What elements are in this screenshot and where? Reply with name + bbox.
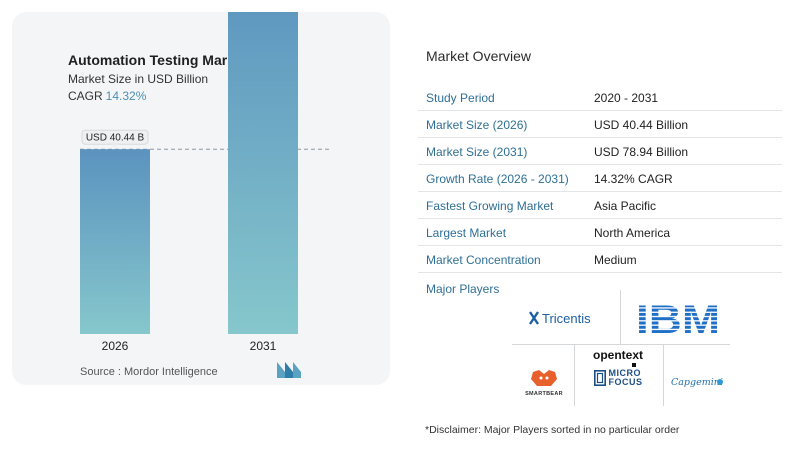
bar-2031 — [228, 12, 298, 334]
data-label: USD 40.44 B — [86, 133, 145, 144]
overview-row: Growth Rate (2026 - 2031) 14.32% CAGR — [418, 165, 782, 192]
capgemini-logo: Capgemini — [671, 374, 725, 393]
cagr-value: 14.32% — [105, 89, 147, 103]
opentext-logo-text: opentext — [592, 348, 643, 362]
smartbear-logo: SMARTBEAR — [523, 370, 565, 397]
overview-row: Fastest Growing Market Asia Pacific — [418, 192, 782, 219]
players-divider — [512, 344, 730, 345]
chart-cagr: CAGR 14.32% — [68, 89, 146, 103]
bar-2026 — [80, 149, 150, 334]
cagr-label: CAGR — [68, 89, 103, 103]
overview-row-label: Market Size (2026) — [426, 118, 528, 132]
overview-row-value: North America — [594, 226, 671, 240]
opentext-microfocus-logo: opentext MICRO FOCUS — [588, 348, 648, 387]
tricentis-logo-text: Tricentis — [542, 311, 591, 326]
tricentis-logo: Tricentis — [528, 309, 602, 332]
players-title: Major Players — [426, 282, 500, 296]
overview-row-value: Asia Pacific — [594, 199, 657, 213]
data-label-pointer — [111, 144, 119, 149]
overview-row-label: Growth Rate (2026 - 2031) — [426, 172, 569, 186]
chart-card — [12, 12, 390, 385]
overview-row-value: Medium — [594, 253, 637, 267]
microfocus-icon — [593, 370, 606, 386]
capgemini-logo-text: Capgemini — [671, 377, 723, 388]
overview-row-label: Fastest Growing Market — [426, 199, 554, 213]
ibm-logo-text: IBM — [636, 300, 720, 336]
chart-source: Source : Mordor Intelligence — [80, 366, 218, 378]
chart-title: Automation Testing Market — [68, 52, 248, 68]
overview-row-value: 14.32% CAGR — [594, 172, 673, 186]
smartbear-logo-text: SMARTBEAR — [525, 391, 563, 397]
overview-row-value: USD 78.94 Billion — [594, 145, 689, 159]
overview-row: Market Concentration Medium — [418, 246, 782, 273]
chart-subtitle: Market Size in USD Billion — [68, 72, 209, 86]
players-divider — [574, 344, 575, 406]
overview-title: Market Overview — [426, 48, 532, 64]
disclaimer: *Disclaimer: Major Players sorted in no … — [425, 424, 680, 436]
microfocus-logo-text-2: FOCUS — [608, 377, 643, 387]
overview-row-label: Study Period — [426, 91, 495, 105]
overview-row-label: Market Concentration — [426, 253, 541, 267]
overview-row: Largest Market North America — [418, 219, 782, 246]
overview-row-label: Largest Market — [426, 226, 507, 240]
bar-chart: USD 40.44 B2026USD 78.94 B2031 — [80, 12, 330, 353]
microfocus-logo-text-1: MICRO — [608, 368, 641, 378]
players-divider — [663, 344, 664, 406]
x-tick-label: 2026 — [102, 339, 129, 353]
players-divider — [620, 290, 621, 344]
overview-row: Market Size (2026) USD 40.44 Billion — [418, 111, 782, 138]
overview-row-label: Market Size (2031) — [426, 145, 528, 159]
overview-row: Study Period 2020 - 2031 — [418, 84, 782, 111]
overview-row-value: USD 40.44 Billion — [594, 118, 689, 132]
overview-row-value: 2020 - 2031 — [594, 91, 659, 105]
mordor-intelligence-logo-icon — [277, 362, 301, 378]
overview-row: Market Size (2031) USD 78.94 Billion — [418, 138, 782, 165]
smartbear-bear-icon — [531, 370, 557, 386]
x-tick-label: 2031 — [250, 339, 277, 353]
ibm-logo: IBM — [636, 298, 720, 342]
